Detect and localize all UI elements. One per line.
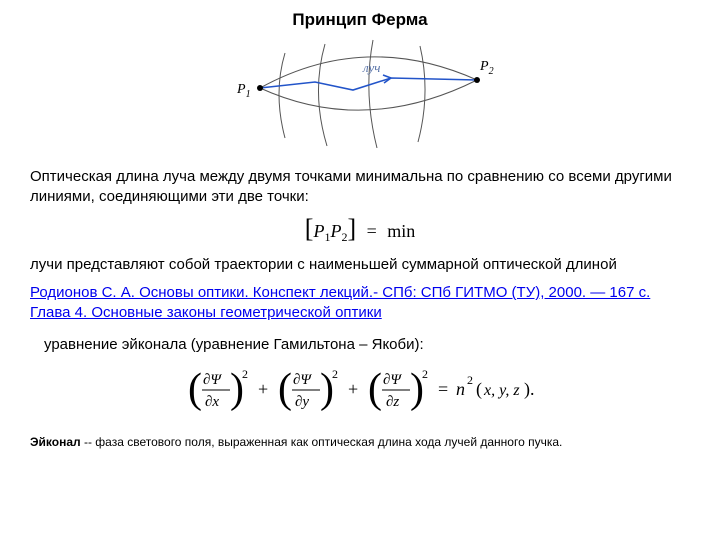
svg-text:=: = [438, 379, 448, 399]
paragraph-1: Оптическая длина луча между двумя точкам… [30, 167, 690, 208]
p1-label: P1 [236, 82, 251, 100]
svg-text:∂x: ∂x [205, 394, 219, 410]
svg-text:2: 2 [467, 373, 473, 387]
svg-text:∂Ψ: ∂Ψ [203, 372, 222, 388]
svg-text:2: 2 [242, 367, 248, 381]
wavefront-3 [369, 40, 377, 148]
paragraph-3: уравнение эйконала (уравнение Гамильтона… [44, 335, 690, 355]
footnote-term: Эйконал [30, 435, 81, 449]
ray-diagram: P1 P2 луч [30, 38, 690, 153]
svg-text:+: + [258, 379, 268, 399]
svg-text:∂Ψ: ∂Ψ [383, 372, 402, 388]
svg-text:+: + [348, 379, 358, 399]
point-p1 [257, 85, 263, 91]
footnote: Эйконал -- фаза светового поля, выраженн… [30, 435, 690, 449]
wavefront-2 [318, 44, 327, 146]
page-title: Принцип Ферма [30, 10, 690, 30]
wavefront-4 [418, 46, 425, 142]
footnote-text: -- фаза светового поля, выраженная как о… [81, 435, 563, 449]
ray-label: луч [362, 60, 380, 75]
svg-text:2: 2 [422, 367, 428, 381]
svg-text:(: ( [278, 366, 292, 412]
svg-text:(: ( [188, 366, 202, 412]
paragraph-2: лучи представляют собой траектории с наи… [30, 255, 690, 275]
formula-eikonal: ( ∂Ψ ∂x ) 2 + ( ∂Ψ ∂y ) 2 + ( ∂Ψ ∂z ) 2 … [30, 362, 690, 425]
svg-text:∂y: ∂y [295, 394, 309, 410]
svg-text:n: n [456, 379, 465, 399]
point-p2 [474, 77, 480, 83]
svg-text:(: ( [368, 366, 382, 412]
svg-text:∂z: ∂z [386, 394, 399, 410]
wavefront-1 [279, 53, 285, 138]
svg-text:x, y, z: x, y, z [483, 382, 520, 399]
svg-text:2: 2 [332, 367, 338, 381]
p2-label: P2 [479, 59, 494, 77]
reference-link[interactable]: Родионов С. А. Основы оптики. Конспект л… [30, 283, 690, 324]
svg-text:).: ). [524, 379, 535, 400]
svg-text:(: ( [476, 379, 482, 400]
formula-min: [P1P2] = min [30, 214, 690, 245]
svg-text:∂Ψ: ∂Ψ [293, 372, 312, 388]
